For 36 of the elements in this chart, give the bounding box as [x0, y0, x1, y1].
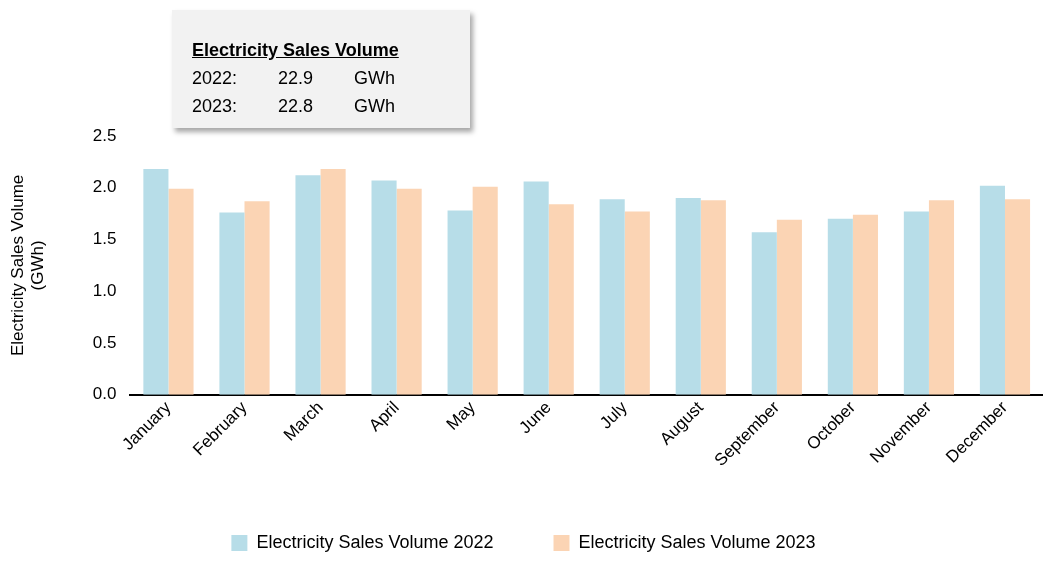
bar: [852, 214, 878, 395]
y-tick-label: 0.5: [92, 332, 117, 352]
y-axis-title: Electricity Sales Volume (GWh): [7, 174, 48, 357]
bar: [776, 219, 802, 395]
bar: [472, 186, 498, 395]
bar: [244, 201, 270, 395]
bar: [143, 169, 169, 395]
bar: [700, 200, 726, 395]
bar: [624, 211, 650, 395]
bar: [979, 185, 1005, 395]
bar: [548, 204, 574, 395]
bar: [903, 211, 929, 395]
bar: [523, 181, 549, 395]
bar: [599, 199, 625, 395]
bar: [168, 188, 194, 395]
legend-label: Electricity Sales Volume 2023: [578, 531, 816, 552]
y-tick-label: 1.0: [92, 280, 117, 300]
bar: [751, 232, 777, 395]
bar: [447, 210, 473, 395]
legend-label: Electricity Sales Volume 2022: [256, 531, 494, 552]
bar: [320, 169, 346, 395]
bar: [675, 198, 701, 395]
y-tick-label: 1.5: [92, 229, 117, 249]
y-tick-label: 2.0: [92, 177, 117, 197]
x-tick-label: May: [442, 397, 480, 434]
bar: [396, 188, 422, 395]
bar: [827, 218, 853, 395]
bar: [1004, 199, 1031, 395]
bar: [371, 180, 397, 395]
info-panel: Electricity Sales Volume 2022: 22.9 GWh 2023: 22.8 GWh: [172, 10, 470, 128]
y-tick-label: 2.5: [92, 125, 117, 145]
bar: [219, 212, 245, 395]
y-tick-label: 0.0: [92, 384, 117, 404]
bar: [295, 175, 321, 395]
bar: [928, 200, 955, 395]
x-tick-label: July: [596, 397, 632, 433]
